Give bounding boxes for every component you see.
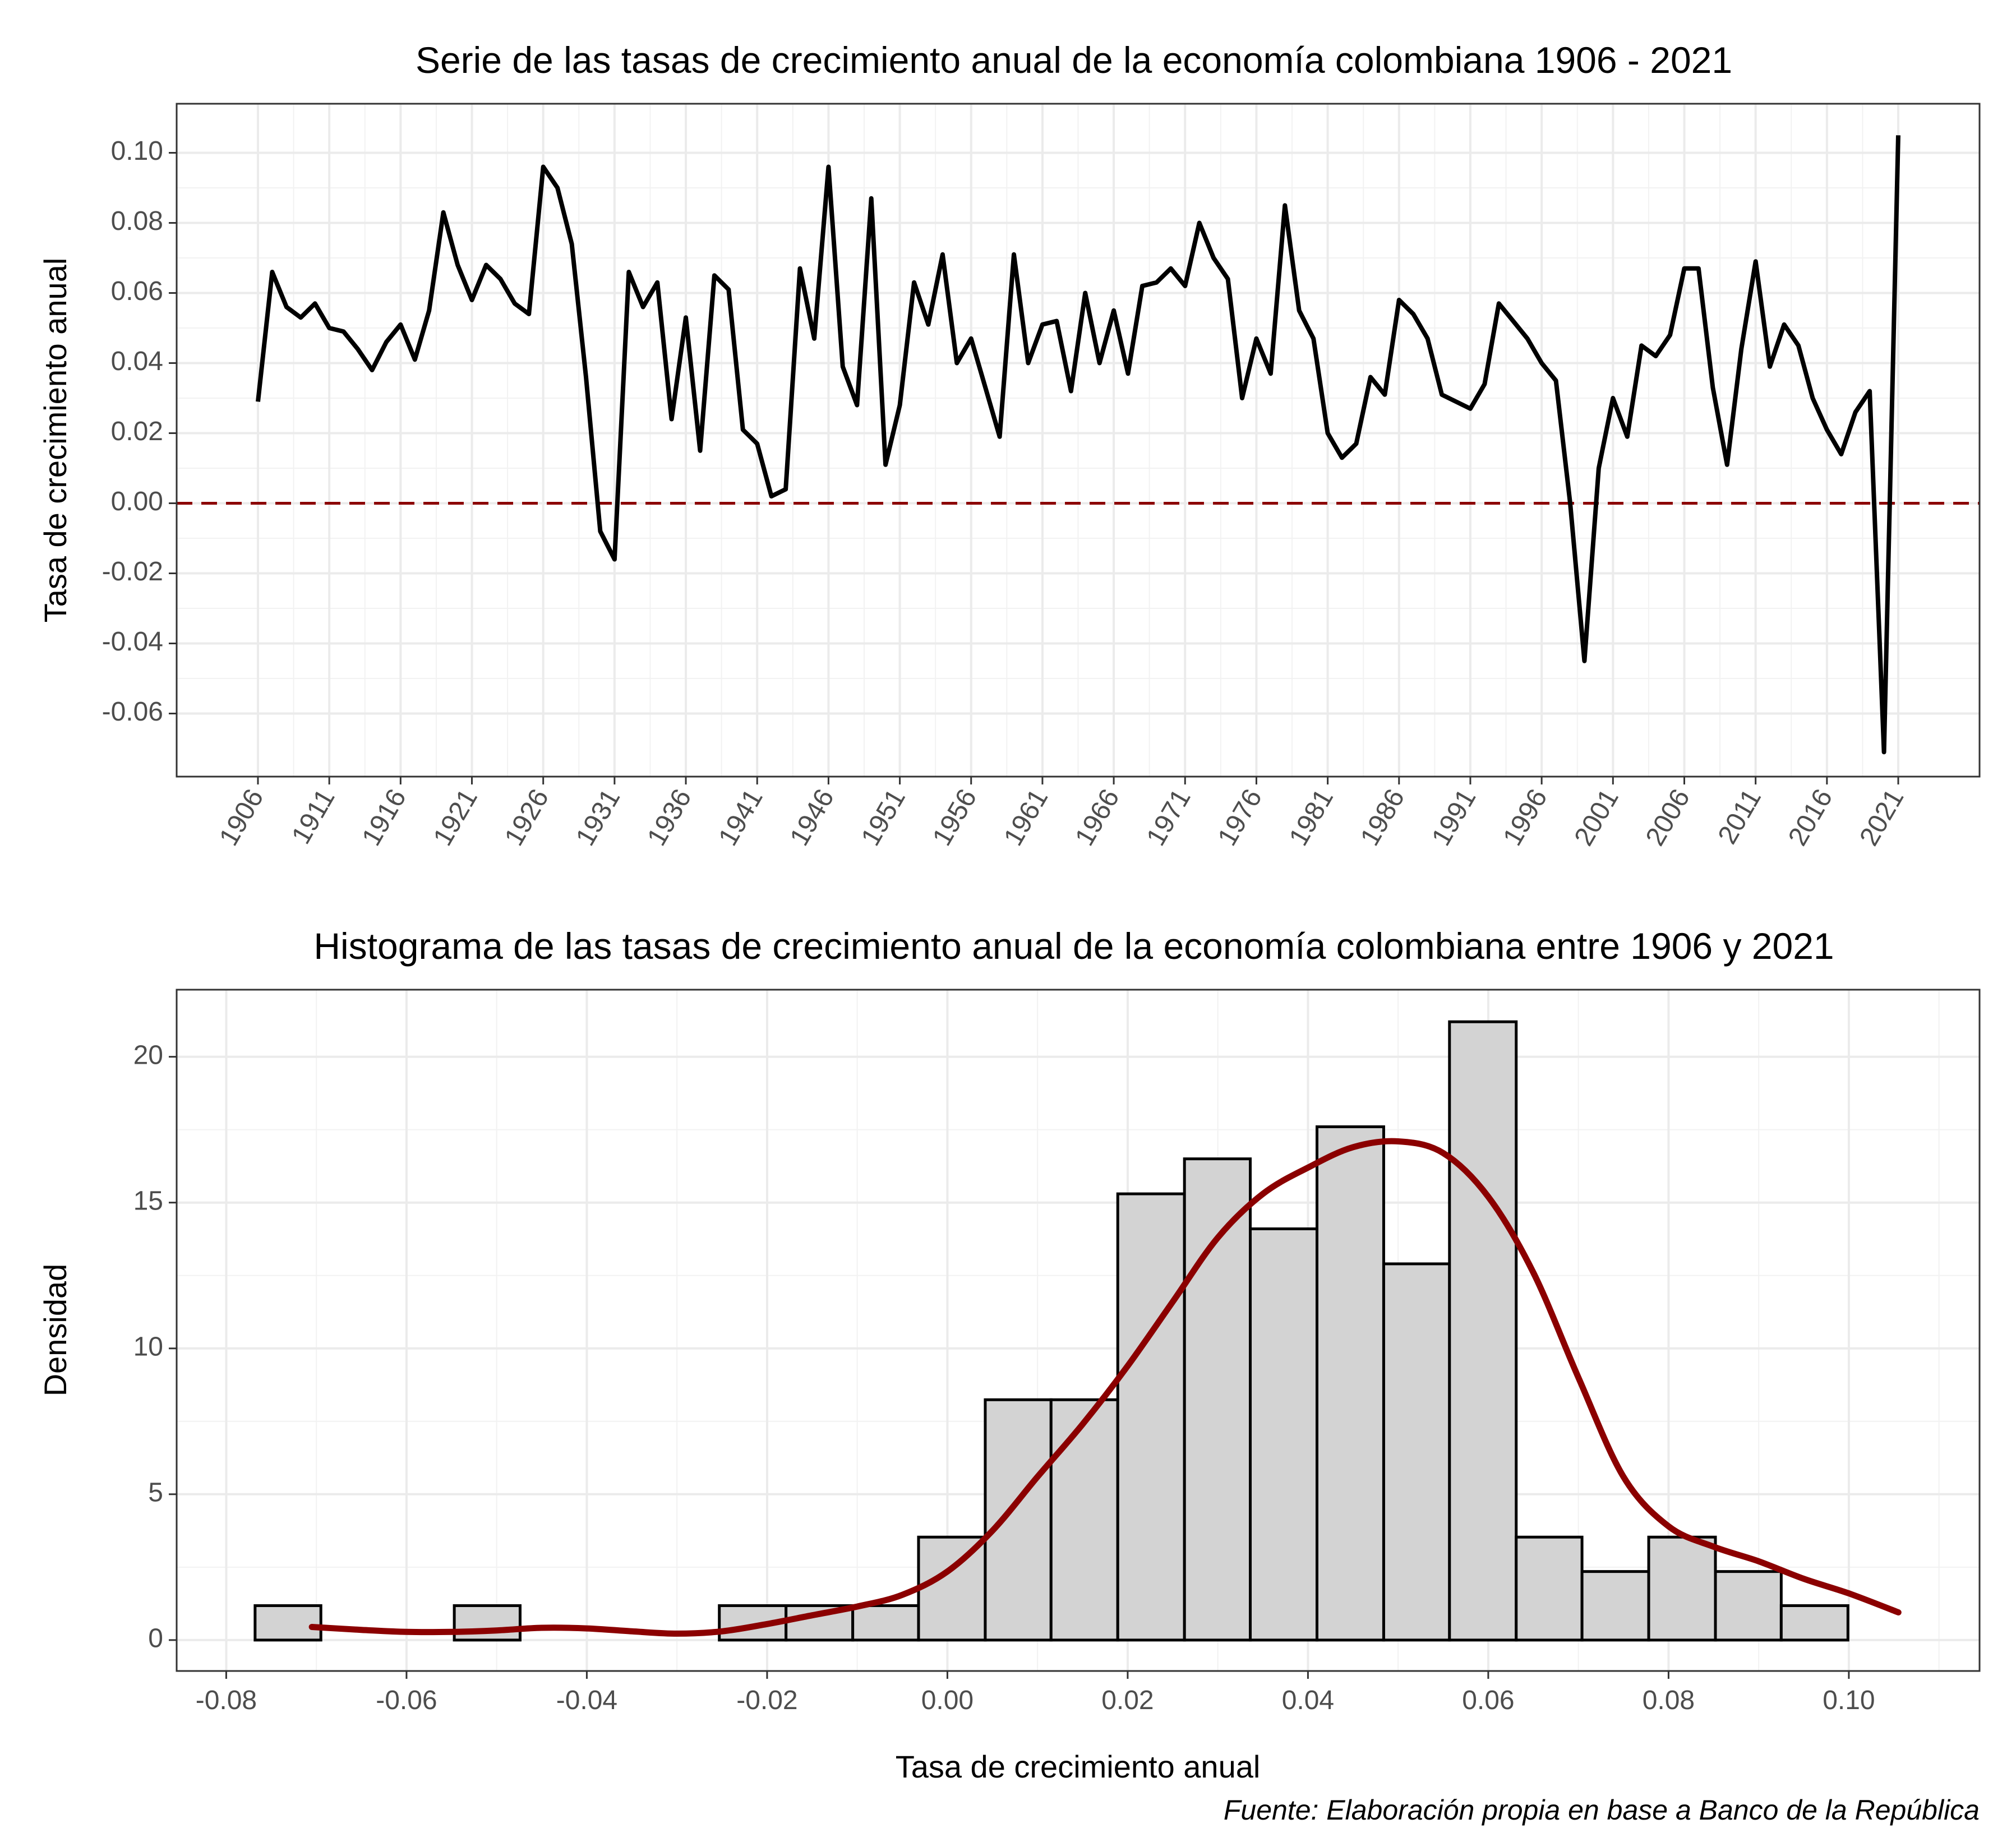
line-chart-y-tick-label: 0.08 (111, 206, 163, 236)
histogram-chart: Histograma de las tasas de crecimiento a… (38, 925, 1981, 1784)
line-chart-series (256, 135, 1900, 755)
line-chart-y-tick-label: -0.02 (102, 557, 163, 587)
histogram-x-tick-label: -0.02 (736, 1686, 797, 1715)
histogram-bar (1249, 1227, 1318, 1642)
line-chart-y-axis: -0.06 -0.04 -0.02 0.00 0.02 0.04 0.06 0.08 0.10 (102, 136, 177, 727)
histogram-x-tick-label: 0.06 (1462, 1686, 1514, 1715)
line-chart-y-tick-label: 0.04 (111, 347, 163, 376)
density-curve-line (308, 1138, 1902, 1637)
histogram-x-axis-label: Tasa de crecimiento anual (896, 1749, 1261, 1784)
histogram-x-tick-label: -0.04 (556, 1686, 617, 1715)
histogram-bar (917, 1535, 987, 1642)
line-chart-y-axis-label: Tasa de crecimiento anual (38, 258, 73, 623)
histogram-x-axis: -0.08 -0.06 -0.04 -0.02 0.00 0.02 0.04 0.06 0.08… (196, 1671, 1875, 1715)
histogram-x-tick-label: -0.08 (196, 1686, 257, 1715)
histogram-y-tick-label: 20 (133, 1040, 163, 1070)
histogram-bar (1116, 1192, 1186, 1642)
histogram-bar (1183, 1157, 1252, 1642)
line-chart-y-tick-label: 0.06 (111, 276, 163, 306)
histogram-y-tick-label: 10 (133, 1332, 163, 1361)
histogram-bar (1714, 1570, 1783, 1642)
histogram-bar (453, 1604, 522, 1642)
histogram-x-tick-label: 0.02 (1101, 1686, 1154, 1715)
histogram-bar (1647, 1535, 1717, 1642)
histogram-x-tick-label: 0.00 (921, 1686, 974, 1715)
histogram-y-tick-label: 5 (148, 1478, 163, 1507)
growth-rate-line (256, 135, 1900, 755)
histogram-x-tick-label: -0.06 (376, 1686, 437, 1715)
histogram-bar (1049, 1398, 1119, 1642)
line-chart-y-tick-label: 0.10 (111, 136, 163, 166)
histogram-bar (1580, 1570, 1650, 1642)
histogram-x-tick-label: 0.04 (1282, 1686, 1334, 1715)
histogram-bar (1779, 1604, 1849, 1642)
histogram-x-tick-label: 0.08 (1643, 1686, 1695, 1715)
histogram-bar (253, 1604, 322, 1642)
histogram-bar (1382, 1262, 1451, 1642)
histogram-title: Histograma de las tasas de crecimiento a… (313, 925, 1834, 967)
histogram-density-curve (308, 1138, 1902, 1637)
source-caption: Fuente: Elaboración propia en base a Ban… (1224, 1794, 1980, 1826)
line-chart-y-tick-label: 0.00 (111, 487, 163, 516)
line-chart-y-tick-label: -0.04 (102, 627, 163, 657)
line-chart-panel-border (176, 103, 1981, 778)
histogram-y-tick-label: 0 (148, 1624, 163, 1654)
histogram-y-axis: 0 5 10 15 20 (133, 1040, 177, 1654)
histogram-bar (851, 1604, 920, 1642)
histogram-bar (1315, 1125, 1385, 1642)
histogram-y-tick-label: 15 (133, 1186, 163, 1216)
histogram-bar (1515, 1535, 1584, 1642)
line-chart-title: Serie de las tasas de crecimiento anual … (416, 39, 1732, 81)
line-chart-y-tick-label: 0.02 (111, 417, 163, 446)
histogram-y-axis-label: Densidad (38, 1264, 73, 1397)
histogram-bar (718, 1604, 788, 1642)
histogram-panel-border (176, 989, 1981, 1672)
line-chart-y-tick-label: -0.06 (102, 697, 163, 727)
histogram-bar (984, 1398, 1053, 1642)
histogram-x-tick-label: 0.10 (1823, 1686, 1875, 1715)
histogram-bar (1448, 1020, 1518, 1642)
line-chart: Serie de las tasas de crecimiento anual … (38, 39, 1981, 851)
